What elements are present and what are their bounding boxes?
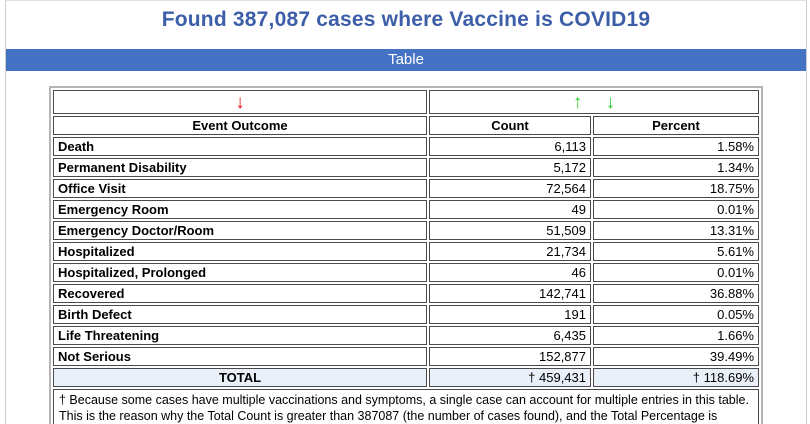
- outcome-cell: Office Visit: [53, 179, 427, 198]
- outcome-cell: Hospitalized, Prolonged: [53, 263, 427, 282]
- footnote-row: † Because some cases have multiple vacci…: [53, 389, 759, 424]
- count-cell: 46: [429, 263, 591, 282]
- percent-cell: 1.58%: [593, 137, 759, 156]
- outcome-cell: Permanent Disability: [53, 158, 427, 177]
- percent-cell: 1.66%: [593, 326, 759, 345]
- outcome-cell: Recovered: [53, 284, 427, 303]
- outcome-cell: Emergency Doctor/Room: [53, 221, 427, 240]
- table-row: Permanent Disability 5,172 1.34%: [53, 158, 759, 177]
- table-row: Hospitalized 21,734 5.61%: [53, 242, 759, 261]
- column-header-row: Event Outcome Count Percent: [53, 116, 759, 135]
- page-title: Found 387,087 cases where Vaccine is COV…: [161, 8, 651, 31]
- count-cell: 6,113: [429, 137, 591, 156]
- percent-cell: 13.31%: [593, 221, 759, 240]
- count-cell: 152,877: [429, 347, 591, 366]
- total-row: TOTAL † 459,431 † 118.69%: [53, 368, 759, 387]
- outcome-cell: Hospitalized: [53, 242, 427, 261]
- outcome-cell: Emergency Room: [53, 200, 427, 219]
- count-cell: 72,564: [429, 179, 591, 198]
- percent-cell: 0.01%: [593, 200, 759, 219]
- count-cell: 6,435: [429, 326, 591, 345]
- column-header-outcome: Event Outcome: [53, 116, 427, 135]
- total-label: TOTAL: [53, 368, 427, 387]
- total-count: † 459,431: [429, 368, 591, 387]
- column-header-count: Count: [429, 116, 591, 135]
- count-cell: 21,734: [429, 242, 591, 261]
- percent-cell: 5.61%: [593, 242, 759, 261]
- outcome-cell: Death: [53, 137, 427, 156]
- table-row: Hospitalized, Prolonged 46 0.01%: [53, 263, 759, 282]
- content-frame: Found 387,087 cases where Vaccine is COV…: [5, 0, 807, 424]
- sort-row: ↓ ↑ ↓: [53, 90, 759, 114]
- sort-count-asc-arrow-icon[interactable]: ↑: [572, 91, 583, 113]
- outcome-cell: Life Threatening: [53, 326, 427, 345]
- sort-count-desc-arrow-icon[interactable]: ↓: [605, 91, 616, 113]
- count-cell: 191: [429, 305, 591, 324]
- percent-cell: 18.75%: [593, 179, 759, 198]
- count-cell: 5,172: [429, 158, 591, 177]
- count-sort-cell: ↑ ↓: [429, 90, 759, 114]
- table-row: Life Threatening 6,435 1.66%: [53, 326, 759, 345]
- table-section-header: Table: [6, 49, 806, 71]
- percent-cell: 0.01%: [593, 263, 759, 282]
- count-cell: 51,509: [429, 221, 591, 240]
- outcome-sort-cell: ↓: [53, 90, 427, 114]
- outcome-cell: Not Serious: [53, 347, 427, 366]
- percent-cell: 1.34%: [593, 158, 759, 177]
- column-header-percent: Percent: [593, 116, 759, 135]
- sort-outcome-desc-arrow-icon[interactable]: ↓: [235, 91, 245, 113]
- table-row: Not Serious 152,877 39.49%: [53, 347, 759, 366]
- percent-cell: 39.49%: [593, 347, 759, 366]
- footnote-text: † Because some cases have multiple vacci…: [53, 389, 759, 424]
- count-cell: 142,741: [429, 284, 591, 303]
- table-row: Birth Defect 191 0.05%: [53, 305, 759, 324]
- table-row: Recovered 142,741 36.88%: [53, 284, 759, 303]
- table-row: Office Visit 72,564 18.75%: [53, 179, 759, 198]
- percent-cell: 36.88%: [593, 284, 759, 303]
- table-row: Death 6,113 1.58%: [53, 137, 759, 156]
- table-row: Emergency Room 49 0.01%: [53, 200, 759, 219]
- total-percent: † 118.69%: [593, 368, 759, 387]
- results-table: ↓ ↑ ↓ Event Outcome Count Percent Death …: [49, 86, 763, 424]
- outcome-cell: Birth Defect: [53, 305, 427, 324]
- percent-cell: 0.05%: [593, 305, 759, 324]
- count-cell: 49: [429, 200, 591, 219]
- table-row: Emergency Doctor/Room 51,509 13.31%: [53, 221, 759, 240]
